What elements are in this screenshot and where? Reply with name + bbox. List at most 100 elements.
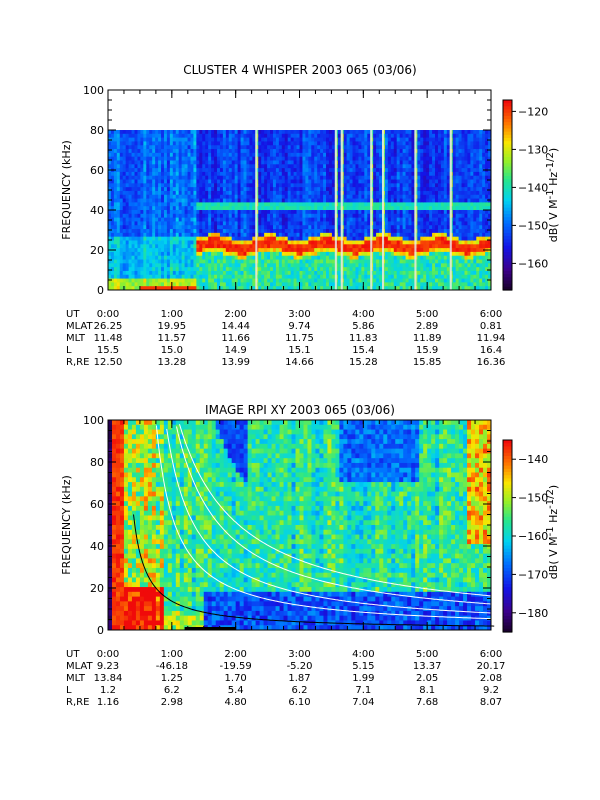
spectrogram-cell: [387, 198, 392, 203]
spectrogram-cell: [272, 232, 277, 238]
spectrogram-cell: [423, 194, 427, 200]
spectrogram-cell: [237, 286, 242, 291]
spectrogram-cell: [108, 171, 112, 177]
spectrogram-cell: [258, 225, 262, 230]
spectrogram-cell: [452, 232, 457, 238]
spectrogram-cell: [275, 141, 280, 146]
spectrogram-cell: [146, 179, 150, 184]
spectrogram-cell: [178, 213, 183, 219]
data-gap: [449, 130, 452, 290]
spectrogram-cell: [161, 175, 165, 181]
spectrogram-cell: [110, 274, 115, 280]
spectrogram-cell: [429, 210, 433, 215]
spectrogram-cell: [287, 183, 292, 188]
spectrogram-cell: [205, 156, 209, 161]
spectrogram-cell: [317, 221, 321, 226]
spectrogram-cell: [376, 206, 380, 211]
spectrogram-cell: [343, 259, 348, 264]
spectrogram-cell: [281, 217, 286, 222]
spectrogram-cell: [355, 232, 359, 238]
spectrogram-cell: [420, 217, 424, 222]
spectrogram-cell: [264, 149, 268, 154]
spectrogram-cell: [205, 274, 209, 280]
spectrogram-cell: [287, 187, 292, 192]
spectrogram-cell: [346, 145, 351, 150]
spectrogram-cell: [178, 217, 183, 222]
spectrogram-cell: [390, 168, 395, 173]
spectrogram-cell: [320, 152, 324, 158]
spectrogram-cell: [270, 282, 274, 287]
spectrogram-cell: [214, 225, 218, 230]
spectrogram-cell: [423, 130, 427, 135]
spectrogram-cell: [184, 274, 189, 280]
spectrogram-cell: [317, 175, 321, 181]
spectrogram-cell: [296, 145, 300, 150]
spectrogram-cell: [208, 210, 212, 215]
spectrogram-cell: [172, 187, 177, 192]
spectrogram-cell: [205, 255, 209, 261]
spectrogram-cell: [314, 274, 318, 280]
spectrogram-cell: [113, 267, 118, 272]
spectrogram-cell: [231, 183, 236, 188]
spectrogram-cell: [314, 137, 318, 142]
spectrogram-cell: [113, 236, 118, 241]
spectrogram-cell: [361, 130, 365, 135]
spectrogram-cell: [331, 179, 336, 184]
spectrogram-cell: [205, 145, 209, 150]
spectrogram-cell: [443, 168, 448, 173]
spectrogram-cell: [261, 130, 265, 135]
spectrogram-cell: [158, 213, 162, 219]
spectrogram-cell: [446, 225, 451, 230]
spectrogram-cell: [320, 286, 324, 291]
spectrogram-cell: [264, 137, 268, 142]
spectrogram-cell: [432, 255, 436, 261]
spectrogram-cell: [184, 286, 189, 291]
spectrogram-cell: [234, 255, 239, 261]
spectrogram-cell: [275, 187, 280, 192]
spectrogram-cell: [202, 270, 206, 276]
spectrogram-cell: [352, 202, 356, 207]
spectrogram-cell: [161, 236, 165, 241]
spectrogram-cell: [305, 267, 309, 272]
spectrogram-cell: [161, 274, 165, 280]
spectrogram-cell: [231, 133, 236, 139]
spectrogram-cell: [193, 274, 197, 280]
spectrogram-cell: [178, 187, 183, 192]
spectrogram-cell: [396, 255, 401, 261]
spectrogram-cell: [267, 183, 271, 188]
spectrogram-cell: [376, 133, 380, 139]
spectrogram-cell: [208, 198, 212, 203]
spectrogram-cell: [199, 255, 203, 261]
spectrogram-cell: [379, 229, 383, 234]
spectrogram-cell: [119, 206, 124, 211]
spectrogram-cell: [110, 236, 115, 241]
spectrogram-cell: [161, 171, 165, 177]
spectrogram-cell: [420, 179, 424, 184]
spectrogram-cell: [158, 190, 162, 196]
spectrogram-cell: [281, 179, 286, 184]
spectrogram-cell: [293, 164, 298, 169]
spectrogram-cell: [264, 198, 268, 203]
spectrogram-cell: [437, 179, 442, 184]
spectrogram-cell: [346, 198, 351, 203]
spectrogram-cell: [426, 217, 430, 222]
spectrogram-cell: [140, 206, 144, 211]
spectrogram-cell: [443, 164, 448, 169]
spectrogram-cell: [249, 221, 253, 226]
spectrogram-cell: [384, 244, 389, 249]
spectrogram-cell: [258, 137, 262, 142]
spectrogram-cell: [246, 221, 250, 226]
spectrogram-cell: [196, 141, 200, 146]
spectrogram-cell: [328, 259, 333, 264]
spectrogram-cell: [426, 164, 430, 169]
spectrogram-cell: [337, 244, 342, 249]
spectrogram-cell: [225, 255, 230, 261]
spectrogram-cell: [379, 164, 383, 169]
spectrogram-cell: [373, 198, 377, 203]
spectrogram-cell: [270, 190, 274, 196]
spectrogram-cell: [355, 240, 359, 245]
spectrogram-cell: [190, 202, 194, 207]
spectrogram-cell: [432, 133, 436, 139]
spectrogram-cell: [358, 168, 362, 173]
spectrogram-cell: [175, 267, 180, 272]
